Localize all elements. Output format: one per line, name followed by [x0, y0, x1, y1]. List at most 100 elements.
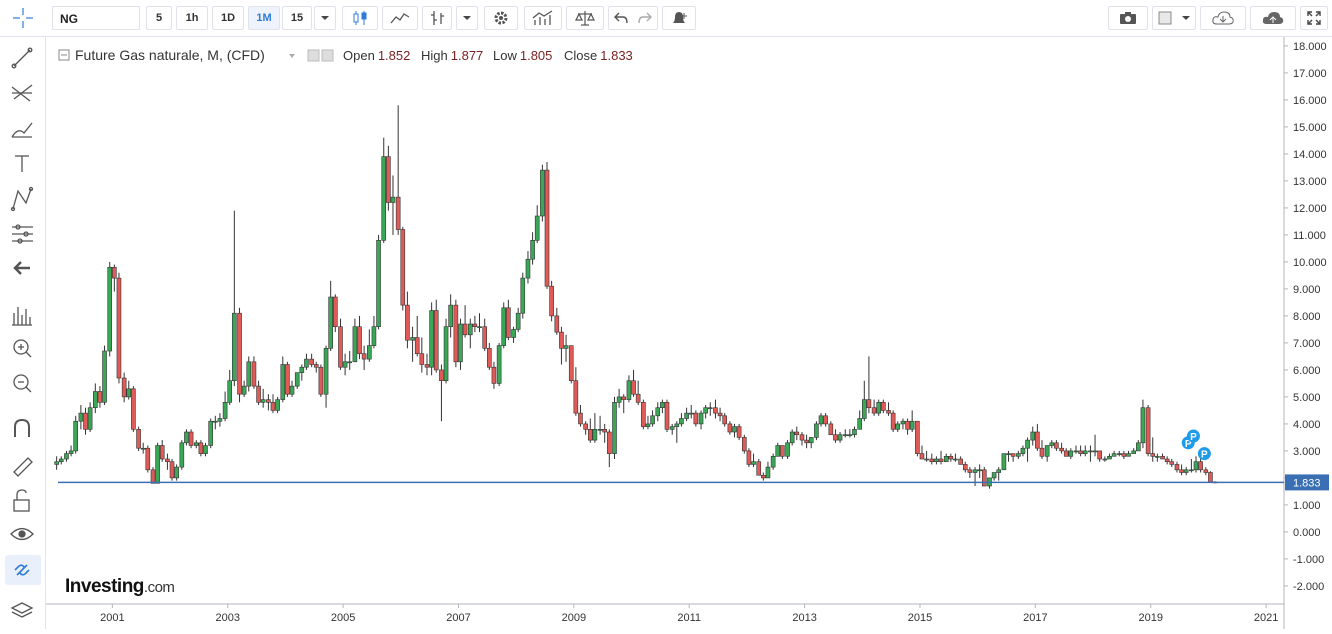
undo-redo[interactable] — [608, 6, 658, 30]
crosshair-tool[interactable] — [0, 0, 46, 36]
interval-button[interactable]: 5 — [146, 6, 172, 30]
bars-type-button[interactable] — [422, 6, 452, 30]
settings-button[interactable] — [484, 6, 518, 30]
type-dropdown[interactable] — [456, 6, 478, 30]
save-cloud-button[interactable] — [1250, 6, 1296, 30]
candle-body — [506, 307, 511, 338]
x-tick-label: 2001 — [100, 612, 124, 624]
measure-tool[interactable] — [12, 307, 32, 326]
zoom-in[interactable] — [13, 339, 32, 358]
interval-button[interactable]: 1D — [212, 6, 244, 30]
candle-body — [482, 326, 488, 349]
y-tick-label: 16.000 — [1293, 95, 1327, 107]
candle-body — [635, 393, 641, 403]
candle-body — [338, 326, 343, 368]
candle-body — [895, 423, 901, 430]
pattern-marker[interactable] — [1197, 447, 1211, 461]
candle-body — [501, 307, 507, 346]
candle-body — [212, 420, 218, 423]
candle-body — [1082, 450, 1088, 454]
zoom-out[interactable] — [13, 374, 32, 393]
load-cloud-button[interactable] — [1200, 6, 1246, 30]
candle-body — [573, 380, 579, 414]
candle-body — [395, 196, 401, 230]
candle-body — [1136, 442, 1141, 452]
candle-body — [131, 388, 136, 430]
y-tick-label: 10.000 — [1293, 257, 1327, 269]
candle-body — [1169, 461, 1175, 465]
pattern-tool[interactable] — [10, 186, 34, 212]
trend-line-tool[interactable] — [11, 47, 33, 69]
candle-body — [645, 423, 651, 427]
candle-body — [511, 329, 516, 338]
interval-dropdown[interactable] — [314, 6, 336, 30]
legend-remove[interactable] — [321, 49, 334, 62]
indicators-button[interactable] — [524, 6, 562, 30]
candle-body — [246, 361, 252, 387]
candle-body — [386, 156, 391, 203]
x-tick-label: 2019 — [1138, 612, 1162, 624]
candle-body — [631, 380, 636, 395]
line-type-button[interactable] — [382, 6, 418, 30]
candle-body — [938, 458, 944, 463]
ohlc-label: Low — [493, 48, 517, 63]
ohlc-item: Close 1.833 — [564, 48, 633, 63]
candle-body — [544, 169, 550, 287]
fullscreen-button[interactable] — [1300, 6, 1328, 30]
candle-body — [616, 396, 622, 403]
snapshot-button[interactable] — [1108, 6, 1148, 30]
pattern-marker[interactable] — [1186, 429, 1200, 443]
alert-button[interactable] — [662, 6, 696, 30]
symbol-input[interactable]: NG — [52, 6, 140, 30]
candle-body — [794, 431, 800, 436]
visibility-toggle[interactable] — [10, 527, 34, 541]
candle-body — [304, 358, 309, 368]
lock-drawings[interactable] — [13, 489, 30, 512]
theme-toggle[interactable] — [10, 602, 34, 618]
candle-body — [467, 323, 473, 336]
candle-body — [612, 402, 617, 454]
candle-body — [376, 240, 381, 328]
candle-body — [732, 426, 737, 433]
candle-body — [107, 267, 113, 352]
candle-body — [765, 466, 771, 479]
candle-body — [540, 169, 545, 217]
candle-body — [597, 429, 603, 431]
candle-body — [58, 458, 64, 463]
prediction-tool[interactable] — [12, 224, 33, 244]
text-tool[interactable] — [15, 155, 29, 172]
candle-body — [496, 345, 502, 384]
ohlc-value: 1.833 — [600, 48, 633, 63]
drawing-pen-tool[interactable] — [13, 457, 33, 477]
fib-tool[interactable] — [11, 84, 33, 102]
brush-tool[interactable] — [11, 122, 33, 138]
interval-button[interactable]: 15 — [282, 6, 312, 30]
candle-body — [900, 420, 906, 425]
candles-type-button[interactable] — [342, 6, 378, 30]
candle-body — [1006, 453, 1011, 455]
candle-body — [1063, 450, 1069, 457]
candle-body — [198, 442, 204, 454]
brand-suffix: .com — [144, 579, 175, 596]
candle-body — [1059, 447, 1064, 452]
candle-body — [756, 461, 762, 476]
candle-body — [462, 323, 468, 336]
candle-body — [534, 215, 540, 241]
compare-button[interactable] — [566, 6, 604, 30]
chart-background — [46, 37, 1332, 629]
candle-body — [1174, 464, 1180, 471]
ohlc-label: Close — [564, 48, 597, 63]
title-dropdown[interactable] — [289, 54, 295, 58]
back-arrow[interactable] — [13, 261, 30, 275]
layout-button[interactable] — [1152, 6, 1196, 30]
candle-body — [684, 412, 689, 419]
candle-body — [1150, 453, 1156, 457]
interval-button[interactable]: 1M — [248, 6, 280, 30]
candle-body — [150, 469, 156, 484]
legend-settings[interactable] — [307, 49, 320, 62]
candle-body — [332, 296, 338, 328]
magnet-tool[interactable] — [14, 418, 30, 437]
interval-button[interactable]: 1h — [176, 6, 208, 30]
drawing-toolbar — [0, 37, 46, 629]
candle-body — [866, 399, 872, 409]
